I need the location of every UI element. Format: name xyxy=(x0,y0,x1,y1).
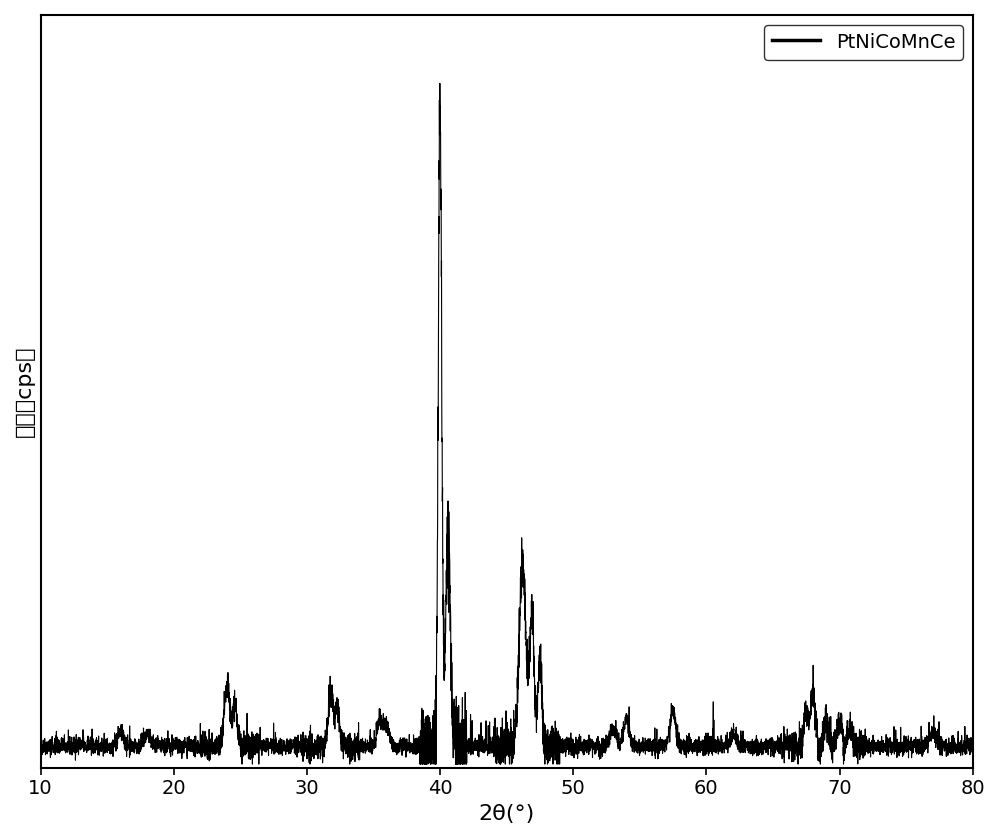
PtNiCoMnCe xyxy=(803,717,815,727)
PtNiCoMnCe xyxy=(753,748,765,758)
X-axis label: 2θ(°): 2θ(°) xyxy=(478,804,535,824)
Line: PtNiCoMnCe: PtNiCoMnCe xyxy=(41,83,973,764)
PtNiCoMnCe xyxy=(163,738,175,748)
PtNiCoMnCe xyxy=(950,745,962,755)
PtNiCoMnCe xyxy=(236,759,248,769)
Y-axis label: 强度（cps）: 强度（cps） xyxy=(15,346,35,437)
Legend: PtNiCoMnCe: PtNiCoMnCe xyxy=(764,24,963,60)
PtNiCoMnCe xyxy=(35,739,47,749)
PtNiCoMnCe xyxy=(385,738,397,748)
PtNiCoMnCe xyxy=(440,597,452,607)
PtNiCoMnCe xyxy=(434,78,446,88)
PtNiCoMnCe xyxy=(967,738,979,748)
